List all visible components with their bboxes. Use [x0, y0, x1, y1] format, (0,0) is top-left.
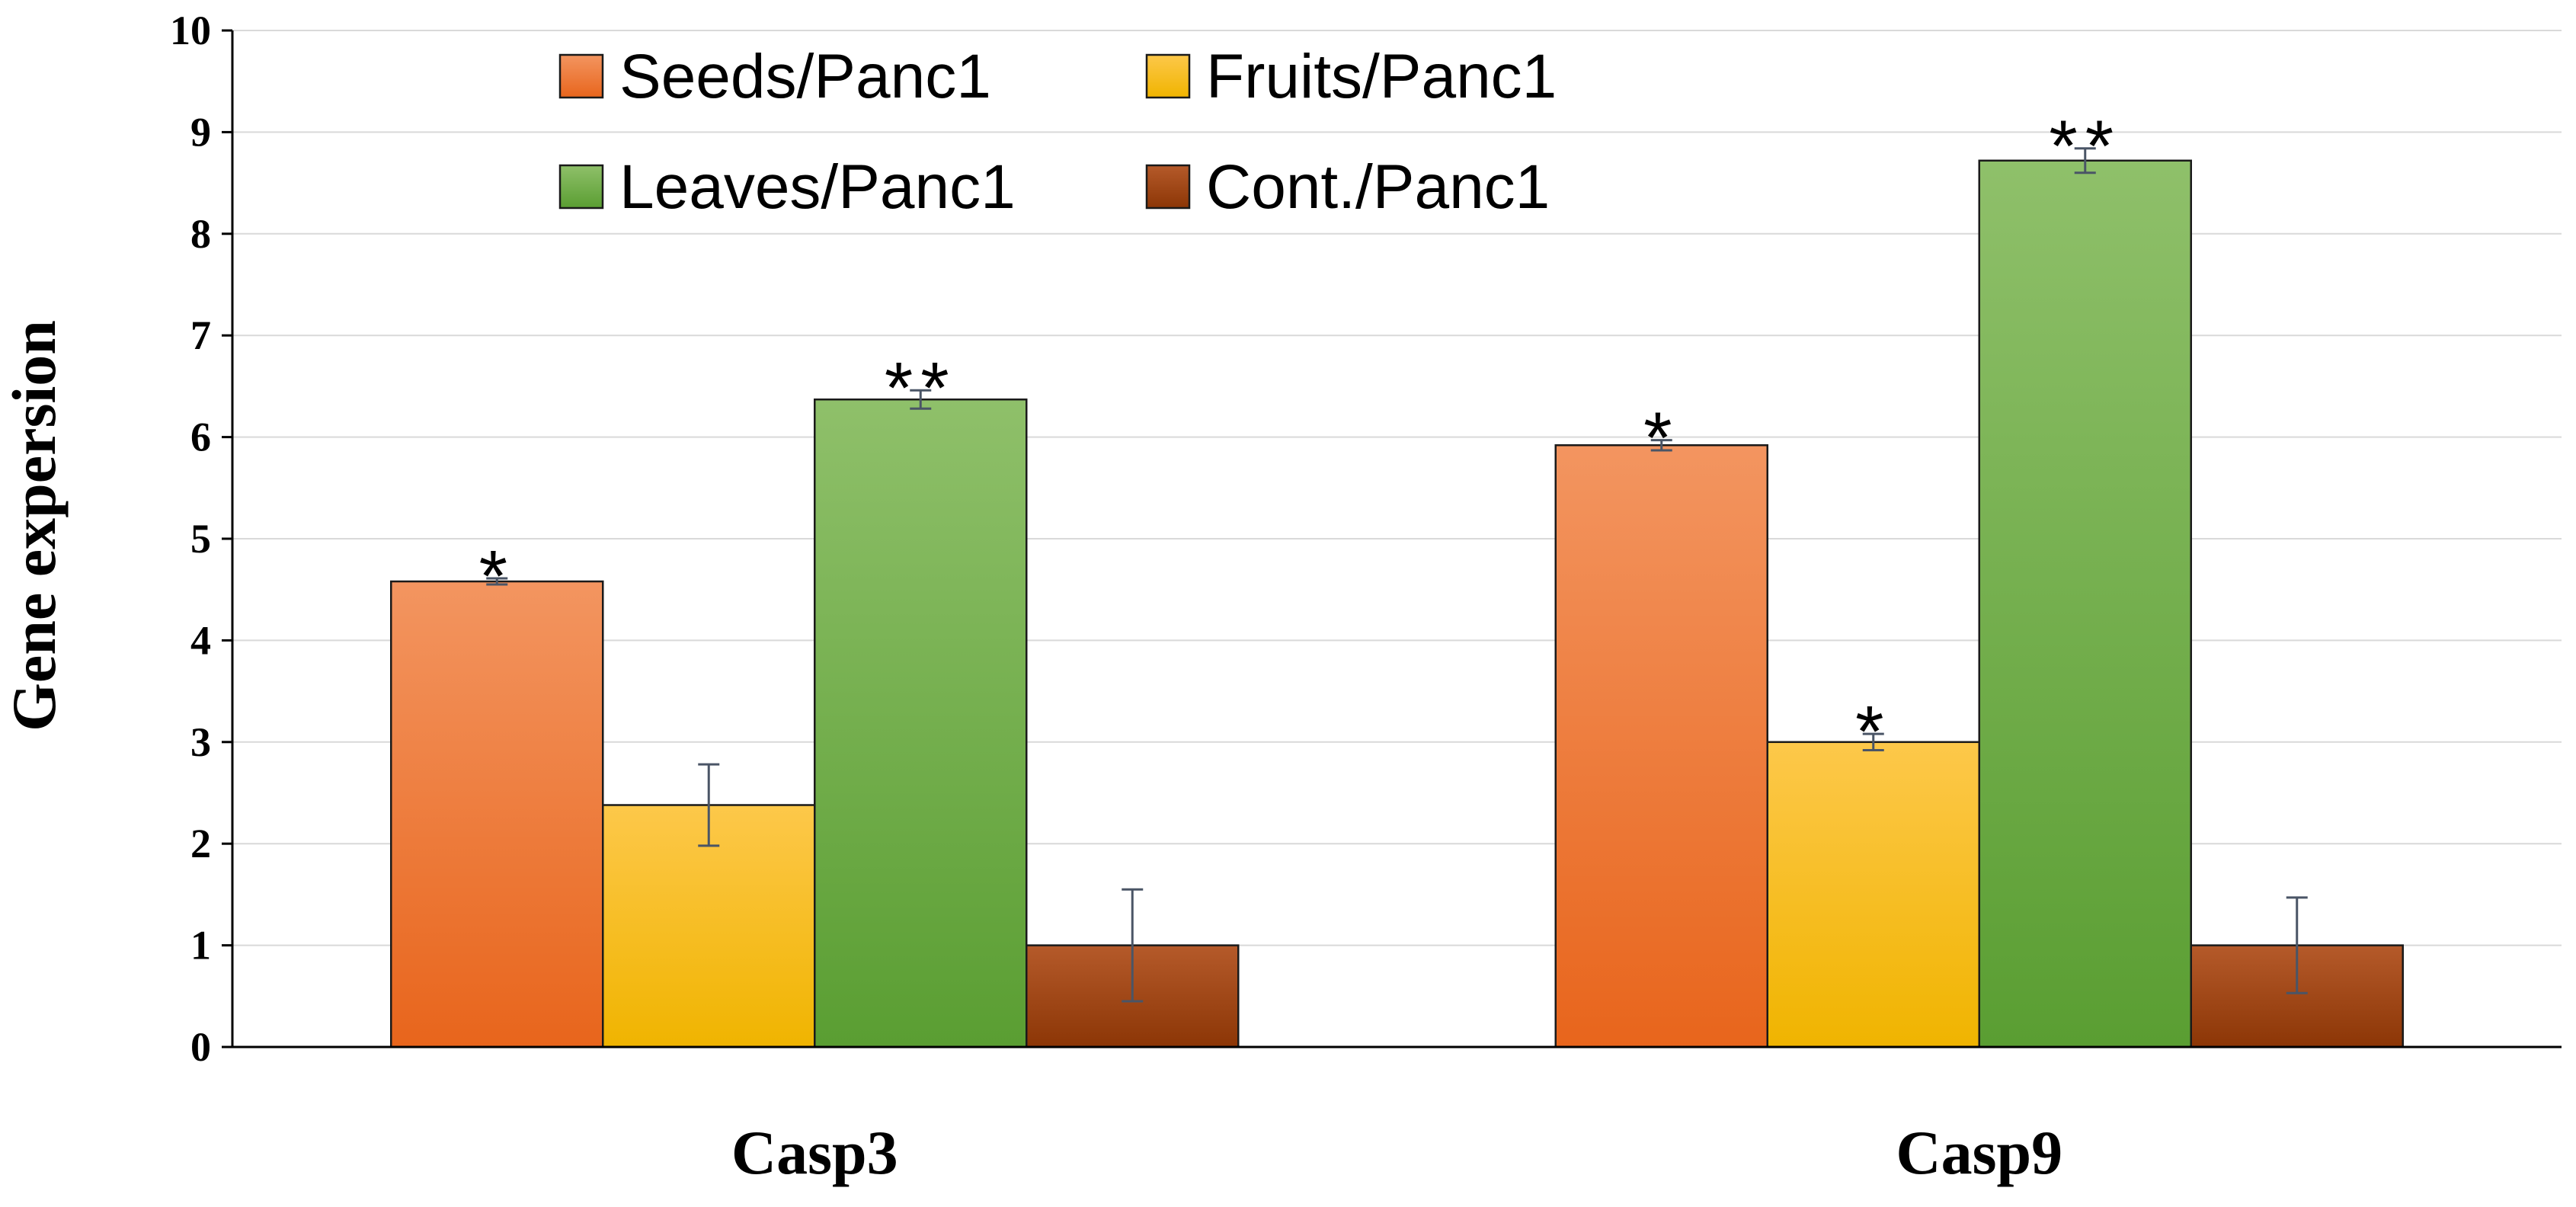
y-tick-label: 3: [190, 719, 211, 765]
bar-fruits-casp9: [1766, 741, 1980, 1049]
y-tick-label: 9: [190, 109, 211, 155]
bar-leaves-casp9: [1978, 159, 2192, 1049]
y-tick-label: 0: [190, 1024, 211, 1070]
y-tick-label: 1: [190, 923, 211, 968]
error-bar-cont-casp9: [2286, 896, 2308, 994]
error-bar-seeds-casp3: [486, 577, 508, 586]
error-bar-fruits-casp9: [1862, 732, 1884, 751]
legend-label-seeds: Seeds/Panc1: [619, 42, 991, 111]
significance-seeds-casp9: *: [1643, 398, 1679, 479]
legend-label-cont: Cont./Panc1: [1206, 152, 1550, 222]
axes: [222, 29, 2562, 1049]
error-bar-cont-casp3: [1122, 888, 1144, 1003]
legend-item-fruits: Fruits/Panc1: [1145, 42, 1557, 111]
x-category-labels: Casp3 Casp9: [731, 1118, 2062, 1187]
bar-leaves-casp3: [814, 398, 1028, 1049]
legend-item-leaves: Leaves/Panc1: [558, 152, 1016, 222]
significance-leaves-casp3: **: [885, 347, 957, 429]
y-tick-label: 8: [190, 211, 211, 257]
error-bar-leaves-casp3: [910, 389, 932, 410]
y-tick-label: 4: [190, 617, 211, 663]
error-bar-seeds-casp9: [1650, 439, 1672, 452]
legend-label-fruits: Fruits/Panc1: [1206, 42, 1557, 111]
legend-item-seeds: Seeds/Panc1: [558, 42, 991, 111]
significance-fruits-casp9: *: [1855, 691, 1891, 773]
legend-swatch-fruits: [1145, 53, 1191, 99]
legend-swatch-leaves: [558, 164, 604, 210]
y-axis-title: Gene expersion: [0, 320, 69, 732]
significance-leaves-casp9: **: [2049, 106, 2121, 187]
significance-markers: *******: [479, 106, 2121, 773]
legend-swatch-cont: [1145, 164, 1191, 210]
legend: Seeds/Panc1 Fruits/Panc1 Leaves/Panc1 Cont.…: [558, 42, 1557, 222]
legend-item-cont: Cont./Panc1: [1145, 152, 1550, 222]
bar-seeds-casp3: [390, 580, 604, 1049]
y-tick-label: 2: [190, 821, 211, 866]
significance-seeds-casp3: *: [479, 536, 515, 617]
legend-swatch-seeds: [558, 53, 604, 99]
error-bar-fruits-casp3: [698, 763, 720, 847]
y-tick-label: 5: [190, 516, 211, 562]
error-bar-leaves-casp9: [2074, 147, 2096, 174]
y-tick-label: 10: [170, 8, 211, 53]
bars: [390, 159, 2404, 1049]
category-label-casp3: Casp3: [731, 1118, 898, 1187]
y-tick-label: 7: [190, 312, 211, 358]
legend-label-leaves: Leaves/Panc1: [619, 152, 1016, 222]
y-tick-label: 6: [190, 415, 211, 460]
y-tick-labels: 0 1 2 3 4 5 6 7 8 9 10: [170, 8, 211, 1070]
error-bars: [486, 147, 2308, 1003]
bar-seeds-casp9: [1554, 444, 1768, 1049]
category-label-casp9: Casp9: [1896, 1118, 2062, 1187]
